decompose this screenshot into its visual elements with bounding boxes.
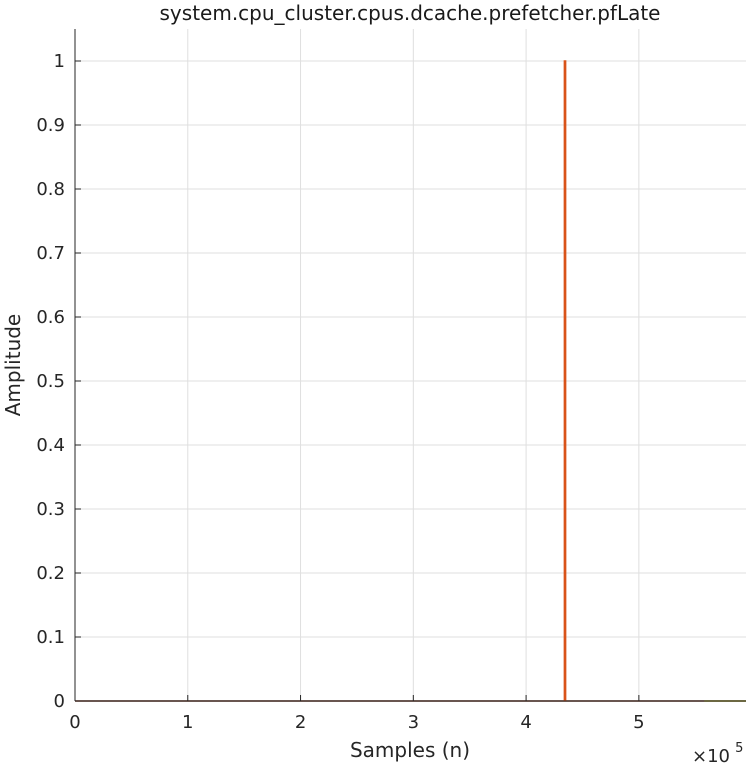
x-multiplier-exponent: 5 bbox=[735, 741, 743, 756]
tick-layer: 0 1 2 3 4 5 0 0.1 0.2 0.3 0.4 0.5 0.6 0.7 0.8 0.9 1 bbox=[36, 51, 644, 733]
x-tick-label-1: 1 bbox=[182, 712, 193, 733]
x-tick-label-3: 3 bbox=[408, 712, 419, 733]
y-tick-label-6: 0.6 bbox=[36, 307, 65, 328]
x-multiplier: ×10 5 bbox=[692, 741, 743, 765]
y-tick-label-5: 0.5 bbox=[36, 371, 65, 392]
y-tick-label-4: 0.4 bbox=[36, 435, 65, 456]
x-tick-label-2: 2 bbox=[295, 712, 306, 733]
x-tick-label-4: 4 bbox=[520, 712, 531, 733]
x-multiplier-base: ×10 bbox=[692, 746, 730, 765]
chart-title: system.cpu_cluster.cpus.dcache.prefetche… bbox=[160, 1, 661, 25]
y-axis-label: Amplitude bbox=[1, 314, 25, 417]
axes-layer bbox=[74, 29, 746, 702]
y-tick-label-7: 0.7 bbox=[36, 243, 65, 264]
y-tick-label-2: 0.2 bbox=[36, 563, 65, 584]
y-tick-label-9: 0.9 bbox=[36, 115, 65, 136]
x-tick-label-0: 0 bbox=[69, 712, 80, 733]
y-tick-label-8: 0.8 bbox=[36, 179, 65, 200]
y-tick-label-0: 0 bbox=[54, 691, 65, 712]
y-tick-label-3: 0.3 bbox=[36, 499, 65, 520]
y-tick-label-10: 1 bbox=[54, 51, 65, 72]
y-tick-label-1: 0.1 bbox=[36, 627, 65, 648]
grid-layer bbox=[75, 29, 746, 701]
x-axis-label: Samples (n) bbox=[350, 738, 470, 762]
x-tick-label-5: 5 bbox=[633, 712, 644, 733]
